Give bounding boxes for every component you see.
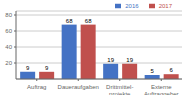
html-text:2016: 2016 xyxy=(125,3,139,9)
svg-text:19: 19 xyxy=(107,57,114,63)
svg-text:5: 5 xyxy=(150,68,154,74)
svg-text:9: 9 xyxy=(45,65,49,71)
svg-text:9: 9 xyxy=(26,65,30,71)
svg-text:60: 60 xyxy=(8,28,13,34)
svg-text:Drittmittel-projekte: Drittmittel-projekte xyxy=(106,84,133,95)
svg-text:68: 68 xyxy=(66,18,73,24)
svg-text:ExterneAuftraggeber: ExterneAuftraggeber xyxy=(144,84,178,95)
html-text:2017: 2017 xyxy=(158,3,172,9)
svg-text:Auftrag: Auftrag xyxy=(27,84,46,90)
svg-text:40: 40 xyxy=(8,44,13,50)
svg-text:80: 80 xyxy=(8,12,13,18)
svg-text:Daueraufgaben: Daueraufgaben xyxy=(58,84,99,90)
svg-text:6: 6 xyxy=(169,67,173,73)
svg-text:19: 19 xyxy=(126,57,133,63)
svg-text:20: 20 xyxy=(8,60,13,66)
svg-text:68: 68 xyxy=(85,18,92,24)
